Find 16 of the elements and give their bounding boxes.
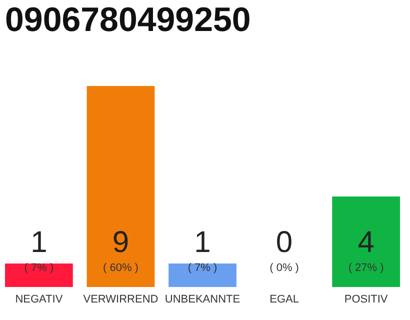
- x-tick-label: NEGATIV: [15, 294, 64, 306]
- x-tick-label: VERWIRREND: [83, 294, 158, 306]
- annotation: 4: [358, 226, 374, 259]
- annotation: 9: [112, 226, 130, 259]
- data-label: ( 7% ): [24, 262, 54, 274]
- x-tick-label: POSITIV: [344, 294, 388, 306]
- chart-title: 0906780499250: [5, 1, 251, 39]
- data-label: ( 27% ): [348, 262, 384, 274]
- data-label: ( 0% ): [270, 262, 299, 274]
- data-label: ( 60% ): [102, 262, 138, 274]
- annotation: 1: [30, 226, 48, 259]
- x-tick-label: EGAL: [270, 294, 299, 306]
- annotation: 0: [276, 226, 293, 259]
- x-tick-label: UNBEKANNTE: [164, 294, 240, 306]
- annotation: 1: [194, 226, 211, 259]
- data-label: ( 7% ): [188, 262, 218, 274]
